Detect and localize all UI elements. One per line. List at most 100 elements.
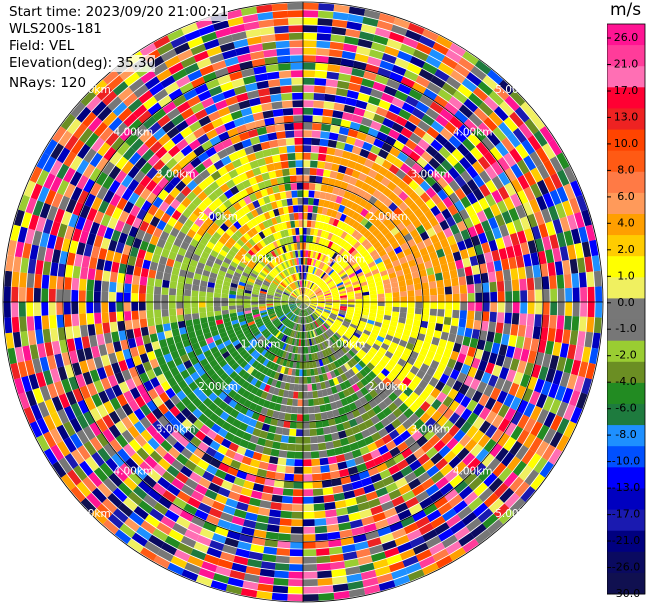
range-gate	[261, 286, 268, 291]
range-gate	[144, 541, 161, 555]
range-gate	[586, 271, 595, 288]
range-gate	[418, 68, 434, 82]
range-gate	[361, 78, 375, 88]
colorbar-tick-label: -8.0	[615, 428, 636, 441]
range-gate	[243, 302, 251, 306]
range-gate	[343, 233, 351, 242]
range-gate	[383, 283, 392, 290]
range-gate	[291, 190, 298, 198]
range-gate	[87, 268, 96, 280]
range-gate	[259, 295, 266, 299]
range-gate	[232, 202, 242, 211]
range-gate	[115, 156, 129, 170]
range-gate	[329, 314, 337, 319]
range-gate	[221, 455, 233, 466]
range-gate	[176, 424, 188, 436]
range-gate	[444, 286, 452, 295]
range-gate	[413, 277, 421, 285]
range-gate	[338, 311, 346, 316]
range-gate	[468, 497, 484, 512]
range-gate	[104, 364, 114, 377]
range-gate	[291, 228, 296, 236]
range-gate	[224, 473, 236, 484]
range-gate	[453, 162, 466, 175]
range-gate	[385, 110, 398, 122]
range-gate	[298, 339, 301, 347]
range-gate	[381, 159, 393, 170]
range-gate	[279, 272, 286, 279]
range-gate	[135, 229, 146, 241]
range-gate	[246, 90, 260, 100]
range-gate	[415, 256, 424, 265]
range-gate	[347, 306, 355, 311]
range-gate	[348, 512, 361, 522]
range-gate	[171, 459, 184, 472]
range-gate	[542, 289, 550, 302]
range-gate	[283, 292, 290, 296]
range-gate	[285, 277, 291, 284]
range-gate	[279, 153, 289, 162]
range-gate	[270, 201, 278, 210]
range-gate	[157, 114, 171, 128]
range-gate	[262, 267, 270, 274]
range-gate	[166, 107, 181, 120]
range-gate	[208, 202, 218, 212]
range-gate	[563, 183, 576, 200]
range-gate	[308, 243, 313, 251]
range-gate	[312, 313, 318, 319]
range-gate	[343, 143, 354, 153]
range-gate	[145, 412, 158, 425]
range-gate	[193, 541, 209, 554]
range-gate	[419, 247, 429, 257]
range-gate	[394, 502, 409, 514]
range-gate	[185, 114, 198, 126]
range-gate	[364, 271, 373, 278]
range-gate	[112, 487, 128, 503]
range-gate	[485, 362, 495, 375]
range-gate	[240, 258, 249, 266]
range-gate	[397, 322, 405, 329]
range-gate	[191, 313, 200, 320]
range-gate	[296, 324, 300, 331]
range-gate	[435, 323, 443, 332]
range-gate	[320, 412, 328, 420]
range-gate	[287, 352, 293, 360]
range-gate	[303, 212, 308, 220]
range-gate	[170, 321, 179, 330]
range-gate	[7, 347, 17, 365]
range-gate	[476, 210, 488, 223]
range-gate	[317, 153, 327, 162]
range-gate	[533, 457, 548, 474]
range-gate	[60, 473, 76, 491]
range-gate	[296, 299, 303, 302]
range-gate	[280, 85, 292, 94]
range-gate	[160, 515, 176, 529]
range-gate	[272, 154, 281, 163]
range-gate	[315, 176, 323, 184]
range-gate	[295, 289, 300, 296]
range-gate	[153, 35, 171, 49]
range-gate	[153, 302, 161, 310]
range-gate	[380, 92, 395, 104]
range-gate	[549, 275, 557, 289]
range-gate	[303, 296, 308, 302]
range-gate	[369, 544, 384, 555]
range-gate	[566, 214, 578, 231]
range-gate	[450, 224, 460, 235]
range-gate	[504, 312, 512, 324]
range-gate	[457, 84, 473, 98]
range-gate	[107, 374, 118, 388]
range-gate	[210, 222, 220, 232]
range-gate	[278, 333, 285, 341]
range-gate	[116, 282, 124, 293]
range-gate	[228, 332, 237, 340]
range-gate	[326, 319, 333, 326]
range-gate	[475, 302, 483, 312]
range-gate	[318, 199, 325, 207]
range-gate	[496, 280, 505, 292]
range-gate	[246, 318, 254, 324]
range-gate	[342, 206, 351, 216]
range-gate	[325, 320, 332, 327]
range-gate	[527, 240, 537, 254]
range-gate	[373, 376, 382, 385]
